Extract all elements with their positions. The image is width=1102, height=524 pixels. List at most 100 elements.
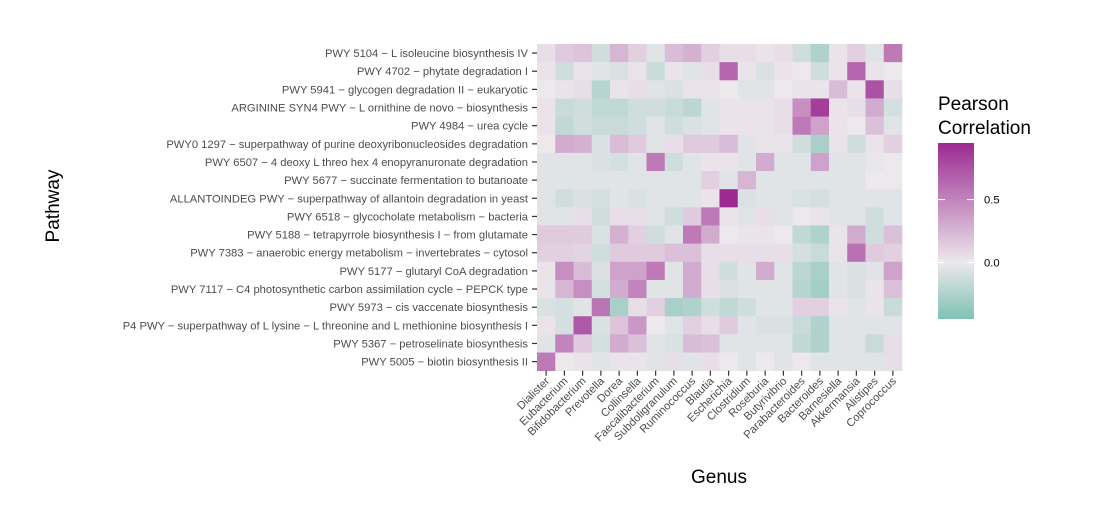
heatmap-cell: [701, 334, 720, 353]
heatmap-cell: [719, 134, 739, 154]
heatmap-cell: [646, 44, 666, 63]
heatmap-cell: [737, 261, 757, 281]
heatmap-cell: [646, 279, 666, 299]
heatmap-cell: [737, 152, 757, 172]
heatmap-cell: [664, 316, 684, 335]
heatmap-cell: [774, 98, 793, 117]
heatmap-cell: [683, 171, 702, 190]
heatmap-cell: [701, 134, 720, 154]
heatmap-cell: [591, 352, 611, 371]
heatmap-cell: [810, 189, 830, 208]
heatmap-cell: [792, 207, 812, 226]
heatmap-cell: [847, 134, 866, 154]
heatmap-cell: [664, 44, 684, 63]
heatmap-cell: [646, 171, 666, 190]
heatmap-cell: [555, 261, 574, 281]
heatmap-cell: [646, 189, 666, 208]
heatmap-cell: [646, 98, 666, 117]
heatmap-cell: [591, 298, 611, 317]
heatmap-cell: [646, 152, 666, 172]
heatmap-cell: [628, 261, 647, 281]
heatmap-cell: [847, 116, 866, 136]
heatmap-cell: [774, 44, 793, 63]
heatmap-cell: [537, 116, 556, 136]
heatmap-cell: [537, 44, 556, 63]
y-tick-label: PWY 5104 − L isoleucine biosynthesis IV: [325, 48, 529, 60]
heatmap-cell: [792, 352, 812, 371]
heatmap-cell: [829, 152, 848, 172]
heatmap-cell: [792, 134, 812, 154]
heatmap-cell: [610, 44, 629, 63]
heatmap-cell: [555, 98, 574, 117]
heatmap-cell: [537, 134, 556, 154]
heatmap-cell: [628, 189, 647, 208]
heatmap-cell: [683, 316, 702, 335]
heatmap-cell: [774, 352, 793, 371]
heatmap-cell: [683, 116, 702, 136]
heatmap-cell: [756, 298, 775, 317]
heatmap-cell: [591, 80, 611, 99]
y-tick-label: PWY 5941 − glycogen degradation II − euk…: [282, 84, 528, 96]
y-tick-label: PWY 7383 − anaerobic energy metabolism −…: [190, 248, 528, 260]
heatmap-cell: [610, 334, 629, 353]
heatmap-cell: [792, 261, 812, 281]
heatmap-cell: [610, 98, 629, 117]
heatmap-cell: [883, 298, 903, 317]
heatmap-cell: [555, 189, 574, 208]
heatmap-cell: [591, 316, 611, 335]
heatmap-cell: [555, 44, 574, 63]
heatmap-cell: [810, 62, 830, 81]
heatmap-cell: [646, 334, 666, 353]
heatmap-cell: [865, 316, 885, 335]
heatmap-cell: [664, 352, 684, 371]
heatmap-cell: [628, 352, 647, 371]
heatmap-cell: [829, 279, 848, 299]
heatmap-cell: [737, 171, 757, 190]
heatmap-cell: [646, 225, 666, 244]
heatmap-cell: [756, 261, 775, 281]
heatmap-cell: [883, 207, 903, 226]
heatmap-cell: [646, 80, 666, 99]
heatmap-cell: [865, 352, 885, 371]
heatmap-cell: [774, 225, 793, 244]
heatmap-cell: [774, 152, 793, 172]
heatmap-cell: [646, 116, 666, 136]
heatmap-cell: [756, 279, 775, 299]
heatmap-cell: [610, 189, 629, 208]
heatmap-cell: [829, 44, 848, 63]
heatmap-cell: [701, 207, 720, 226]
heatmap-cell: [701, 261, 720, 281]
heatmap-cell: [810, 171, 830, 190]
y-tick-label: PWY 6507 − 4 deoxy L threo hex 4 enopyra…: [205, 157, 528, 169]
heatmap-cell: [683, 298, 702, 317]
heatmap-cell: [573, 261, 593, 281]
heatmap-cell: [756, 352, 775, 371]
heatmap-cell: [847, 44, 866, 63]
legend-ticks: 0.5 0.0: [938, 195, 1000, 269]
heatmap-cell: [883, 62, 903, 81]
heatmap-cell: [628, 225, 647, 244]
heatmap-cell: [737, 80, 757, 99]
heatmap-cell: [865, 134, 885, 154]
heatmap-cell: [737, 225, 757, 244]
heatmap-cell: [573, 334, 593, 353]
heatmap-cell: [792, 80, 812, 99]
heatmap-cell: [810, 352, 830, 371]
heatmap-cell: [719, 279, 739, 299]
heatmap-cell: [555, 298, 574, 317]
heatmap-cell: [646, 207, 666, 226]
heatmap-cell: [847, 207, 866, 226]
heatmap-cell: [683, 352, 702, 371]
heatmap-cell: [701, 225, 720, 244]
heatmap-cell: [792, 225, 812, 244]
heatmap-cell: [774, 116, 793, 136]
heatmap-cell: [719, 316, 739, 335]
heatmap-cell: [573, 152, 593, 172]
heatmap-cell: [591, 243, 611, 263]
heatmap-cell: [719, 116, 739, 136]
heatmap-cell: [573, 171, 593, 190]
heatmap-cell: [646, 316, 666, 335]
y-tick-label: PWY 7117 − C4 photosynthetic carbon assi…: [171, 284, 528, 296]
heatmap-cell: [792, 279, 812, 299]
heatmap-cell: [591, 134, 611, 154]
